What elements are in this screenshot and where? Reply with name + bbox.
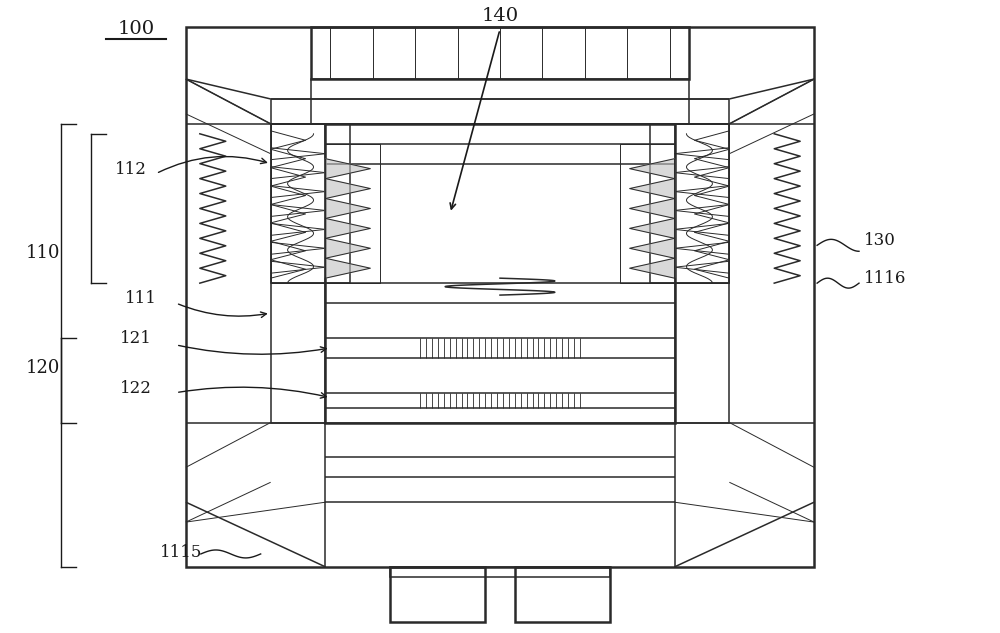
Polygon shape — [630, 199, 675, 218]
Text: 111: 111 — [125, 290, 157, 307]
Bar — [325, 124, 675, 423]
Text: 100: 100 — [117, 20, 155, 38]
Text: 130: 130 — [864, 232, 896, 249]
Polygon shape — [325, 218, 370, 239]
Text: 110: 110 — [26, 244, 61, 262]
Text: 1115: 1115 — [160, 544, 202, 561]
Bar — [515, 567, 610, 622]
Bar — [271, 124, 325, 283]
Bar — [675, 124, 729, 283]
Text: 140: 140 — [481, 8, 519, 25]
Bar — [650, 124, 729, 283]
Bar — [675, 124, 729, 423]
Polygon shape — [325, 258, 370, 278]
Bar — [311, 79, 689, 124]
Bar — [271, 124, 350, 283]
Bar — [271, 124, 325, 423]
Bar — [271, 99, 729, 124]
Bar — [390, 567, 610, 577]
Bar — [186, 27, 814, 567]
Bar — [620, 144, 675, 283]
Text: 1116: 1116 — [864, 270, 906, 287]
Polygon shape — [630, 179, 675, 199]
Polygon shape — [630, 239, 675, 258]
Bar — [325, 144, 380, 283]
Polygon shape — [325, 159, 370, 179]
Polygon shape — [630, 159, 675, 179]
Text: 112: 112 — [115, 161, 147, 178]
Polygon shape — [325, 199, 370, 218]
Text: 121: 121 — [120, 330, 152, 347]
Bar — [311, 27, 689, 79]
Bar — [325, 423, 675, 502]
Text: 122: 122 — [120, 380, 152, 397]
Text: 120: 120 — [26, 359, 60, 377]
Polygon shape — [325, 179, 370, 199]
Polygon shape — [630, 258, 675, 278]
Polygon shape — [630, 218, 675, 239]
Bar — [390, 567, 485, 622]
Polygon shape — [325, 239, 370, 258]
